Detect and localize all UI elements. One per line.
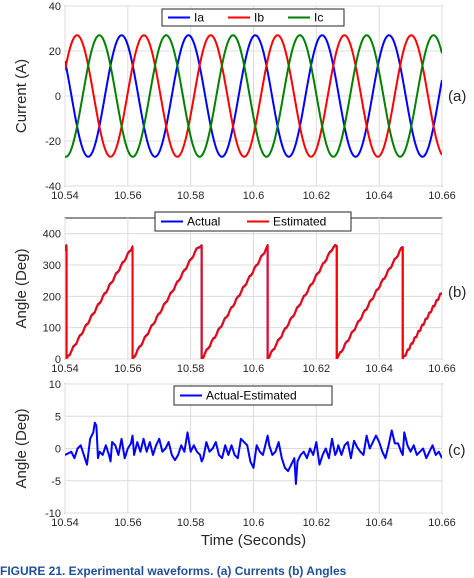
panel-c-y-tick-3: 5 (55, 411, 61, 423)
panel-b-x-tick-3: 10.6 (243, 363, 264, 375)
panel-b-series (65, 244, 442, 359)
panel-b-x-tick-2: 10.58 (177, 363, 205, 375)
panel-c-tag: (c) (448, 442, 466, 459)
panel-a-y-tick-4: 40 (49, 1, 61, 13)
panel-c-x-tick-6: 10.66 (428, 517, 456, 529)
panel-b-x-tick-6: 10.66 (428, 363, 456, 375)
panel-c-x-tick-0: 10.54 (51, 517, 79, 529)
panel-b-x-tick-labels: 10.54 10.56 10.58 10.6 10.62 10.64 10.66 (51, 363, 456, 375)
panel-a-x-tick-3: 10.6 (243, 190, 264, 202)
panel-c-legend-label-0: Actual-Estimated (206, 389, 297, 403)
panel-c-x-tick-1: 10.56 (114, 517, 142, 529)
panel-c-legend-box (173, 385, 333, 406)
panel-b-series-estimated (65, 244, 442, 359)
panel-a-y-axis-label: Current (A) (13, 59, 30, 133)
panel-a-x-tick-0: 10.54 (51, 190, 79, 202)
panel-c-y-tick-0: -10 (45, 508, 61, 520)
panel-a-tag: (a) (448, 88, 466, 105)
panel-a-x-tick-5: 10.64 (365, 190, 393, 202)
panel-b-legend-label-0: Actual (187, 215, 220, 229)
panel-a-y-tick-1: -20 (45, 136, 61, 148)
panel-c-x-tick-4: 10.62 (303, 517, 331, 529)
panel-a-y-tick-2: 0 (55, 91, 61, 103)
panel-b-y-tick-0: 0 (55, 354, 61, 366)
panel-a-legend-label-0: Ia (194, 11, 204, 25)
panel-a-series-ic (65, 34, 442, 158)
panel-a-legend-box (161, 8, 345, 27)
panel-c-legend: Actual-Estimated (173, 385, 333, 406)
panel-b-legend-label-1: Estimated (273, 215, 326, 229)
panel-c-y-tick-labels: -10 -5 0 5 10 (45, 379, 61, 520)
figure-caption: FIGURE 21. Experimental waveforms. (a) C… (0, 565, 347, 578)
panel-b-x-tick-4: 10.62 (303, 363, 331, 375)
panel-a-series-ia (65, 34, 442, 158)
panel-c-series-actual-estimated (65, 421, 442, 485)
panel-a-x-tick-labels: 10.54 10.56 10.58 10.6 10.62 10.64 10.66 (51, 190, 456, 202)
panel-b-y-tick-2: 200 (43, 291, 61, 303)
panel-b-x-tick-5: 10.64 (365, 363, 393, 375)
panel-b-y-axis-label: Angle (Deg) (13, 248, 30, 328)
panel-b-gridlines (64, 218, 443, 360)
panel-a-legend-label-1: Ib (254, 11, 264, 25)
panel-c-x-tick-5: 10.64 (365, 517, 393, 529)
panel-b-x-tick-0: 10.54 (51, 363, 79, 375)
panel-b-y-tick-labels: 0 100 200 300 400 (43, 229, 61, 366)
panel-c-series (65, 421, 442, 485)
panel-c-x-tick-2: 10.58 (177, 517, 205, 529)
panel-a-series (65, 34, 442, 158)
panel-c-y-tick-4: 10 (49, 379, 61, 391)
panel-b-legend: Actual Estimated (154, 211, 352, 232)
panel-a-y-tick-labels: -40 -20 0 20 40 (45, 1, 61, 193)
panel-a-x-tick-6: 10.66 (428, 190, 456, 202)
panel-c-x-tick-labels: 10.54 10.56 10.58 10.6 10.62 10.64 10.66 (51, 517, 456, 529)
panel-a-x-tick-1: 10.56 (114, 190, 142, 202)
panel-b-tag: (b) (448, 284, 466, 301)
panel-c-y-tick-2: 0 (55, 444, 61, 456)
panel-b-y-tick-3: 300 (43, 260, 61, 272)
panel-b-y-tick-1: 100 (43, 323, 61, 335)
panel-a-x-tick-4: 10.62 (303, 190, 331, 202)
panel-c-y-axis-label: Angle (Deg) (13, 408, 30, 488)
panel-a-x-tick-2: 10.58 (177, 190, 205, 202)
panel-c: 10.54 10.56 10.58 10.6 10.62 10.64 10.66 -10 -5… (13, 379, 466, 549)
panel-b-y-tick-4: 400 (43, 229, 61, 241)
panel-a-legend-label-2: Ic (314, 11, 323, 25)
panel-a-y-tick-0: -40 (45, 181, 61, 193)
panel-c-x-tick-3: 10.6 (243, 517, 264, 529)
panel-a-series-ib (65, 34, 442, 158)
panel-b-x-tick-1: 10.56 (114, 363, 142, 375)
panel-a-legend: Ia Ib Ic (161, 8, 345, 27)
panel-a-y-tick-3: 20 (49, 46, 61, 58)
panel-c-y-tick-1: -5 (51, 476, 61, 488)
panel-b: 10.54 10.56 10.58 10.6 10.62 10.64 10.66 0 100 2… (13, 211, 466, 375)
panel-a: 10.54 10.56 10.58 10.6 10.62 10.64 10.66 -40 -2… (13, 1, 466, 202)
panel-c-x-axis-label: Time (Seconds) (201, 532, 306, 549)
